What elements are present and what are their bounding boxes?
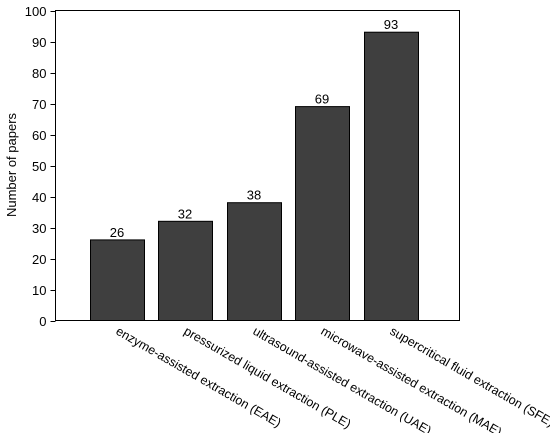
y-tick-label: 0 — [39, 314, 46, 329]
y-axis-ticks: 0 10 20 30 40 50 60 70 80 90 100 — [25, 4, 56, 329]
y-tick-label: 10 — [32, 283, 46, 298]
value-labels: 26 32 38 69 93 — [110, 17, 398, 240]
bar — [295, 106, 350, 321]
bar-value-label: 93 — [384, 17, 398, 32]
bar — [158, 220, 213, 321]
y-tick-label: 30 — [32, 221, 46, 236]
y-tick-label: 40 — [32, 190, 46, 205]
y-tick-label: 50 — [32, 159, 46, 174]
bar-value-label: 32 — [178, 206, 192, 221]
y-tick-label: 70 — [32, 97, 46, 112]
bar — [227, 202, 282, 321]
y-tick-label: 60 — [32, 128, 46, 143]
bar — [364, 31, 419, 321]
plot-frame — [55, 10, 460, 321]
y-tick-label: 80 — [32, 66, 46, 81]
category-labels: enzyme-assisted extraction (EAE)pressuri… — [114, 324, 550, 433]
y-tick-label: 20 — [32, 252, 46, 267]
bars — [90, 31, 419, 321]
y-tick-label: 90 — [32, 35, 46, 50]
bar-value-label: 69 — [315, 92, 329, 107]
y-tick-label: 100 — [25, 4, 47, 19]
y-axis-title: Number of papers — [4, 112, 19, 217]
bar-value-label: 26 — [110, 225, 124, 240]
bar — [90, 239, 145, 321]
bar-value-label: 38 — [247, 188, 261, 203]
